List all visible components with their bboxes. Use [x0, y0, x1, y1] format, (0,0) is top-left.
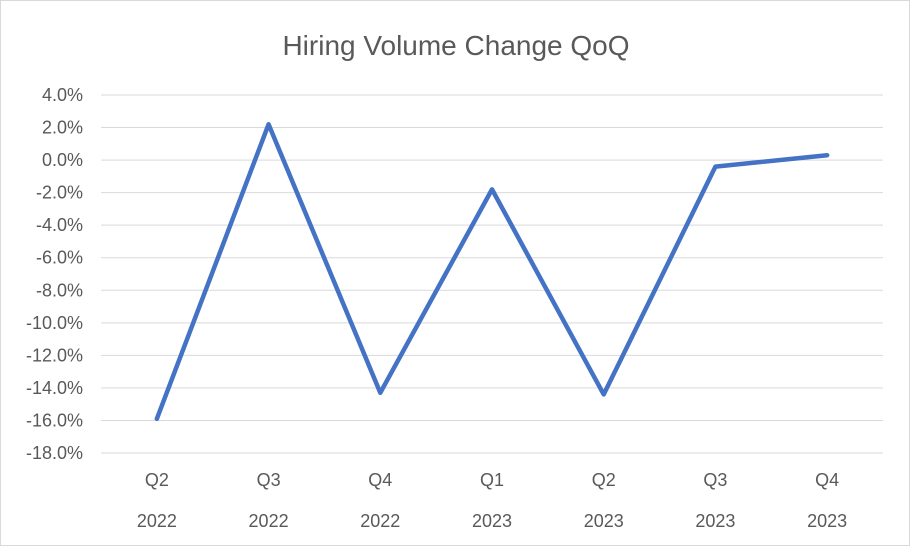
y-tick-label: -18.0%	[26, 443, 83, 463]
series-line	[154, 122, 830, 422]
y-tick-label: 0.0%	[42, 150, 83, 170]
x-category-label-quarter: Q3	[703, 470, 727, 490]
x-category-label-quarter: Q4	[815, 470, 839, 490]
y-tick-label: -8.0%	[36, 280, 83, 300]
chart-title: Hiring Volume Change QoQ	[282, 30, 629, 61]
y-tick-label: -4.0%	[36, 215, 83, 235]
gridlines	[101, 94, 883, 454]
y-tick-label: -10.0%	[26, 313, 83, 333]
x-category-label-year: 2022	[249, 511, 289, 531]
x-category-label-quarter: Q4	[368, 470, 392, 490]
x-category-label-year: 2023	[695, 511, 735, 531]
y-tick-label: -14.0%	[26, 378, 83, 398]
x-category-label-year: 2022	[360, 511, 400, 531]
y-tick-label: -16.0%	[26, 410, 83, 430]
y-tick-label: -2.0%	[36, 183, 83, 203]
x-category-label-quarter: Q2	[145, 470, 169, 490]
y-axis-tick-labels: 4.0% 2.0% 0.0% -2.0% -4.0% -6.0% -8.0% -10.0% -1…	[26, 85, 83, 463]
y-tick-label: 2.0%	[42, 118, 83, 138]
x-category-label-year: 2023	[472, 511, 512, 531]
x-category-label-quarter: Q2	[592, 470, 616, 490]
y-tick-label: -12.0%	[26, 345, 83, 365]
series-layer	[154, 122, 830, 422]
x-category-label-year: 2022	[137, 511, 177, 531]
y-tick-label: 4.0%	[42, 85, 83, 105]
x-category-label-quarter: Q3	[257, 470, 281, 490]
y-tick-label: -6.0%	[36, 248, 83, 268]
x-axis-category-labels: Q2 2022 Q3 2022 Q4 2022 Q1 2023 Q2 2023 Q3 2023 Q4 20…	[137, 470, 847, 531]
x-category-label-quarter: Q1	[480, 470, 504, 490]
x-category-label-year: 2023	[584, 511, 624, 531]
x-category-label-year: 2023	[807, 511, 847, 531]
